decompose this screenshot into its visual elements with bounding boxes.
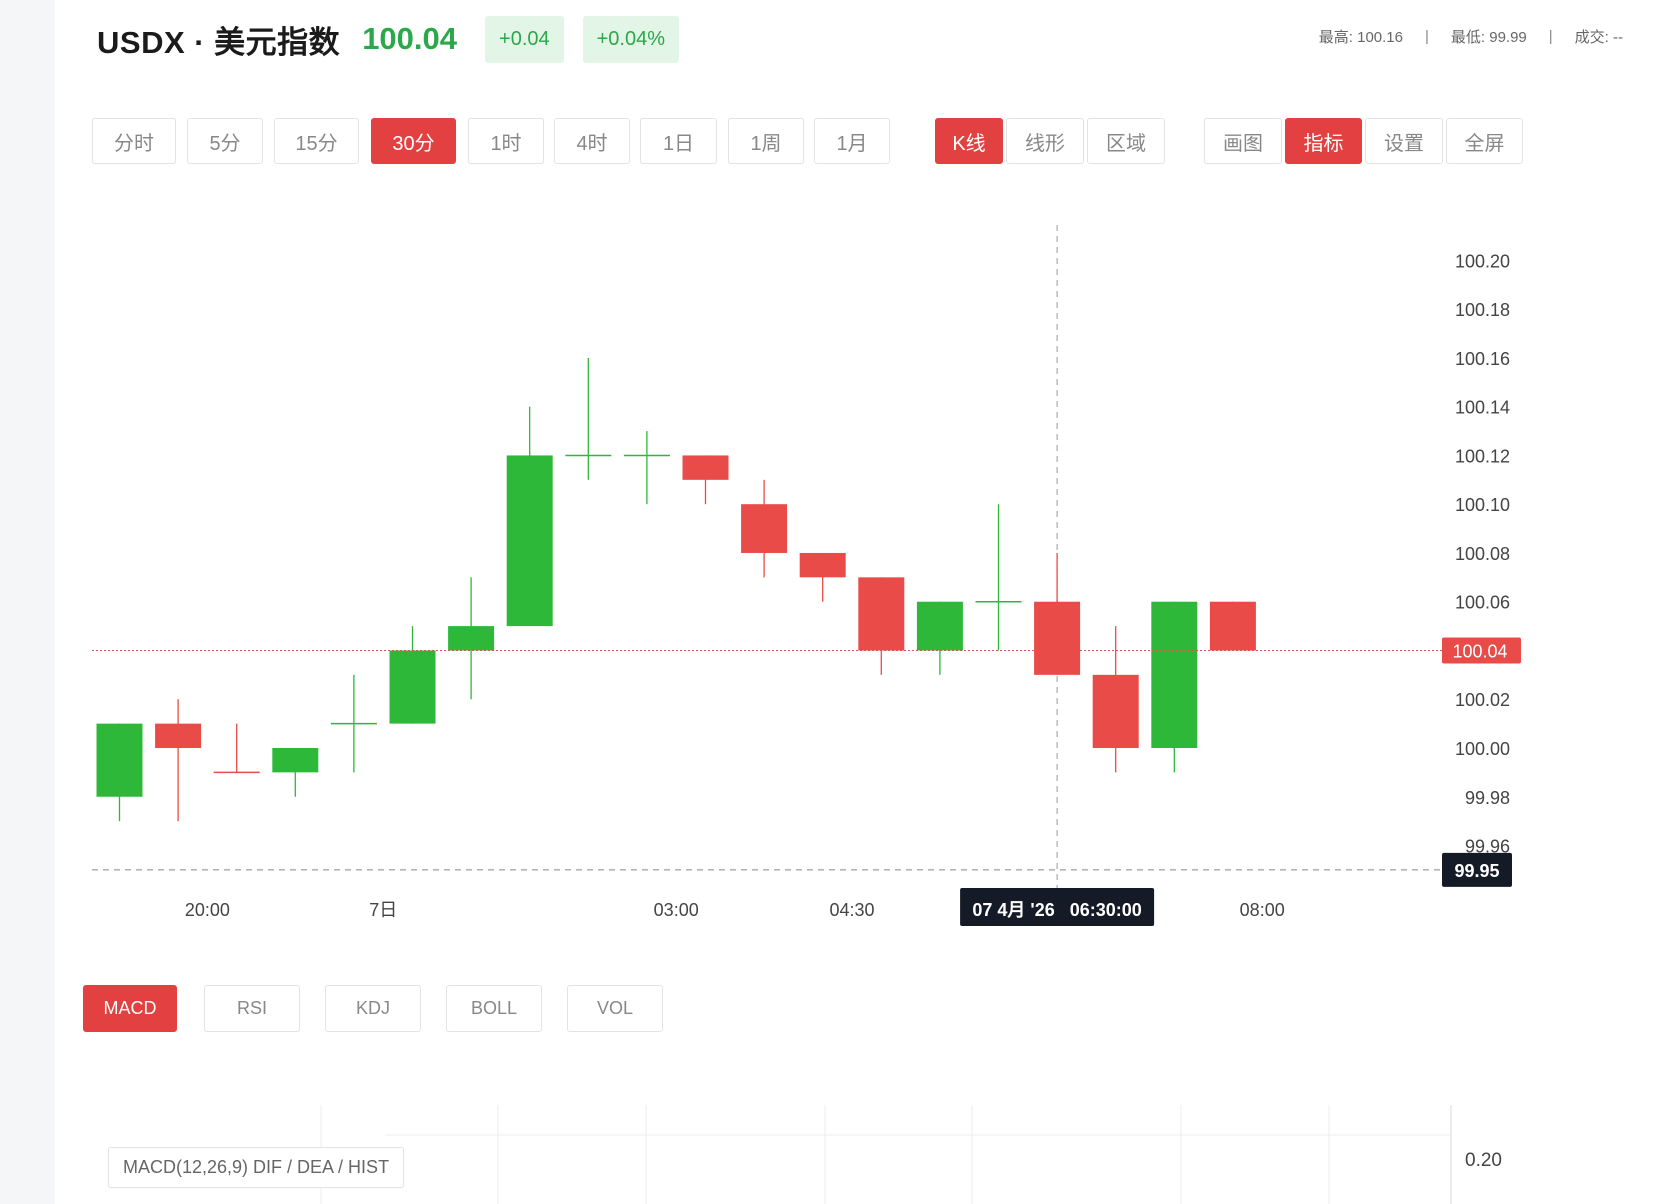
chart-type-area-button[interactable]: 区域 xyxy=(1087,118,1165,164)
low-stat: 最低: 99.99 xyxy=(1450,29,1527,46)
last-price-tag xyxy=(1442,637,1521,664)
y-axis-tick: 100.10 xyxy=(1455,495,1510,515)
crosshair-time-label: 07 4月 '26 06:30:00 xyxy=(972,900,1141,920)
x-axis-tick: 08:00 xyxy=(1240,900,1285,920)
quote-stats: 最高: 100.16 | 最低: 99.99 | 成交: -- xyxy=(1319,26,1623,47)
indicator-tab-macd[interactable]: MACD xyxy=(83,985,177,1032)
y-axis-tick: 100.18 xyxy=(1455,300,1510,320)
volume-stat: 成交: -- xyxy=(1574,29,1623,46)
high-stat: 最高: 100.16 xyxy=(1318,29,1403,46)
symbol-title: USDX · 美元指数 xyxy=(97,24,341,60)
draw-tool-button[interactable]: 画图 xyxy=(1204,118,1282,164)
y-axis-tick: 100.06 xyxy=(1455,593,1510,613)
macd-axis-tick: 0.20 xyxy=(1465,1150,1502,1171)
quote-header: USDX · 美元指数 100.04 +0.04 +0.04% xyxy=(97,14,680,64)
chart-type-line-button[interactable]: 线形 xyxy=(1006,118,1084,164)
interval-button-tick[interactable]: 分时 xyxy=(92,118,176,164)
y-axis-tick: 100.12 xyxy=(1455,446,1510,466)
chart-app: USDX · 美元指数 100.04 +0.04 +0.04% 最高: 100.… xyxy=(55,0,1658,1204)
candle-body[interactable] xyxy=(916,601,963,651)
stat-divider: | xyxy=(1548,28,1553,45)
interval-button-4h[interactable]: 4时 xyxy=(554,118,630,164)
crosshair-value-label: 99.95 xyxy=(1454,861,1499,881)
last-price: 100.04 xyxy=(362,21,458,56)
candle-body[interactable] xyxy=(799,552,846,578)
candle-body[interactable] xyxy=(1151,601,1198,748)
x-axis-tick: 04:30 xyxy=(829,900,874,920)
crosshair-time-tag xyxy=(960,888,1155,926)
indicator-tab-boll[interactable]: BOLL xyxy=(446,985,542,1032)
candle-body[interactable] xyxy=(96,723,143,797)
settings-button[interactable]: 设置 xyxy=(1365,118,1443,164)
interval-button-1w[interactable]: 1周 xyxy=(728,118,804,164)
y-axis-tick: 100.20 xyxy=(1455,251,1510,271)
candle-body[interactable] xyxy=(682,455,729,480)
change-pct-badge: +0.04% xyxy=(582,15,680,63)
interval-button-1d[interactable]: 1日 xyxy=(640,118,717,164)
last-price-tag-label: 100.04 xyxy=(1452,641,1507,661)
interval-button-5m[interactable]: 5分 xyxy=(187,118,263,164)
candlestick-chart[interactable]: 100.20 100.18 100.16 100.14 100.12 100.10 100.… xyxy=(55,200,1658,960)
indicator-tab-vol[interactable]: VOL xyxy=(567,985,663,1032)
x-axis-tick: 03:00 xyxy=(654,900,699,920)
candle-body[interactable] xyxy=(1092,674,1139,748)
y-axis-tick: 100.00 xyxy=(1455,739,1510,759)
interval-button-30m[interactable]: 30分 xyxy=(371,118,456,164)
candle-body[interactable] xyxy=(448,626,495,651)
y-axis-tick: 100.14 xyxy=(1455,398,1510,418)
candle-body[interactable] xyxy=(389,650,436,724)
stat-divider: | xyxy=(1424,28,1429,45)
macd-legend: MACD(12,26,9) DIF / DEA / HIST xyxy=(108,1147,405,1188)
candle-body[interactable] xyxy=(272,748,319,773)
candle-body[interactable] xyxy=(1034,601,1081,675)
candle-body[interactable] xyxy=(1209,601,1256,651)
y-axis-tick: 100.08 xyxy=(1455,544,1510,564)
interval-button-15m[interactable]: 15分 xyxy=(274,118,359,164)
chart-type-candle-button[interactable]: K线 xyxy=(935,118,1003,164)
indicator-tab-kdj[interactable]: KDJ xyxy=(325,985,421,1032)
indicator-tab-rsi[interactable]: RSI xyxy=(204,985,300,1032)
interval-button-1mo[interactable]: 1月 xyxy=(814,118,890,164)
x-axis-tick: 20:00 xyxy=(185,900,230,920)
interval-button-1h[interactable]: 1时 xyxy=(468,118,544,164)
fullscreen-button[interactable]: 全屏 xyxy=(1446,118,1523,164)
x-axis-tick: 7日 xyxy=(369,900,397,920)
y-axis-tick: 100.16 xyxy=(1455,349,1510,369)
y-axis-tick: 99.96 xyxy=(1465,837,1510,857)
indicator-button[interactable]: 指标 xyxy=(1285,118,1362,164)
candle-body[interactable] xyxy=(155,723,202,748)
crosshair-value-tag xyxy=(1442,852,1512,887)
candle-body[interactable] xyxy=(506,455,553,627)
candle-body[interactable] xyxy=(741,504,788,553)
y-axis-tick: 100.02 xyxy=(1455,690,1510,710)
candle-body[interactable] xyxy=(858,577,905,651)
y-axis-tick: 99.98 xyxy=(1465,788,1510,808)
change-badge: +0.04 xyxy=(485,15,564,63)
